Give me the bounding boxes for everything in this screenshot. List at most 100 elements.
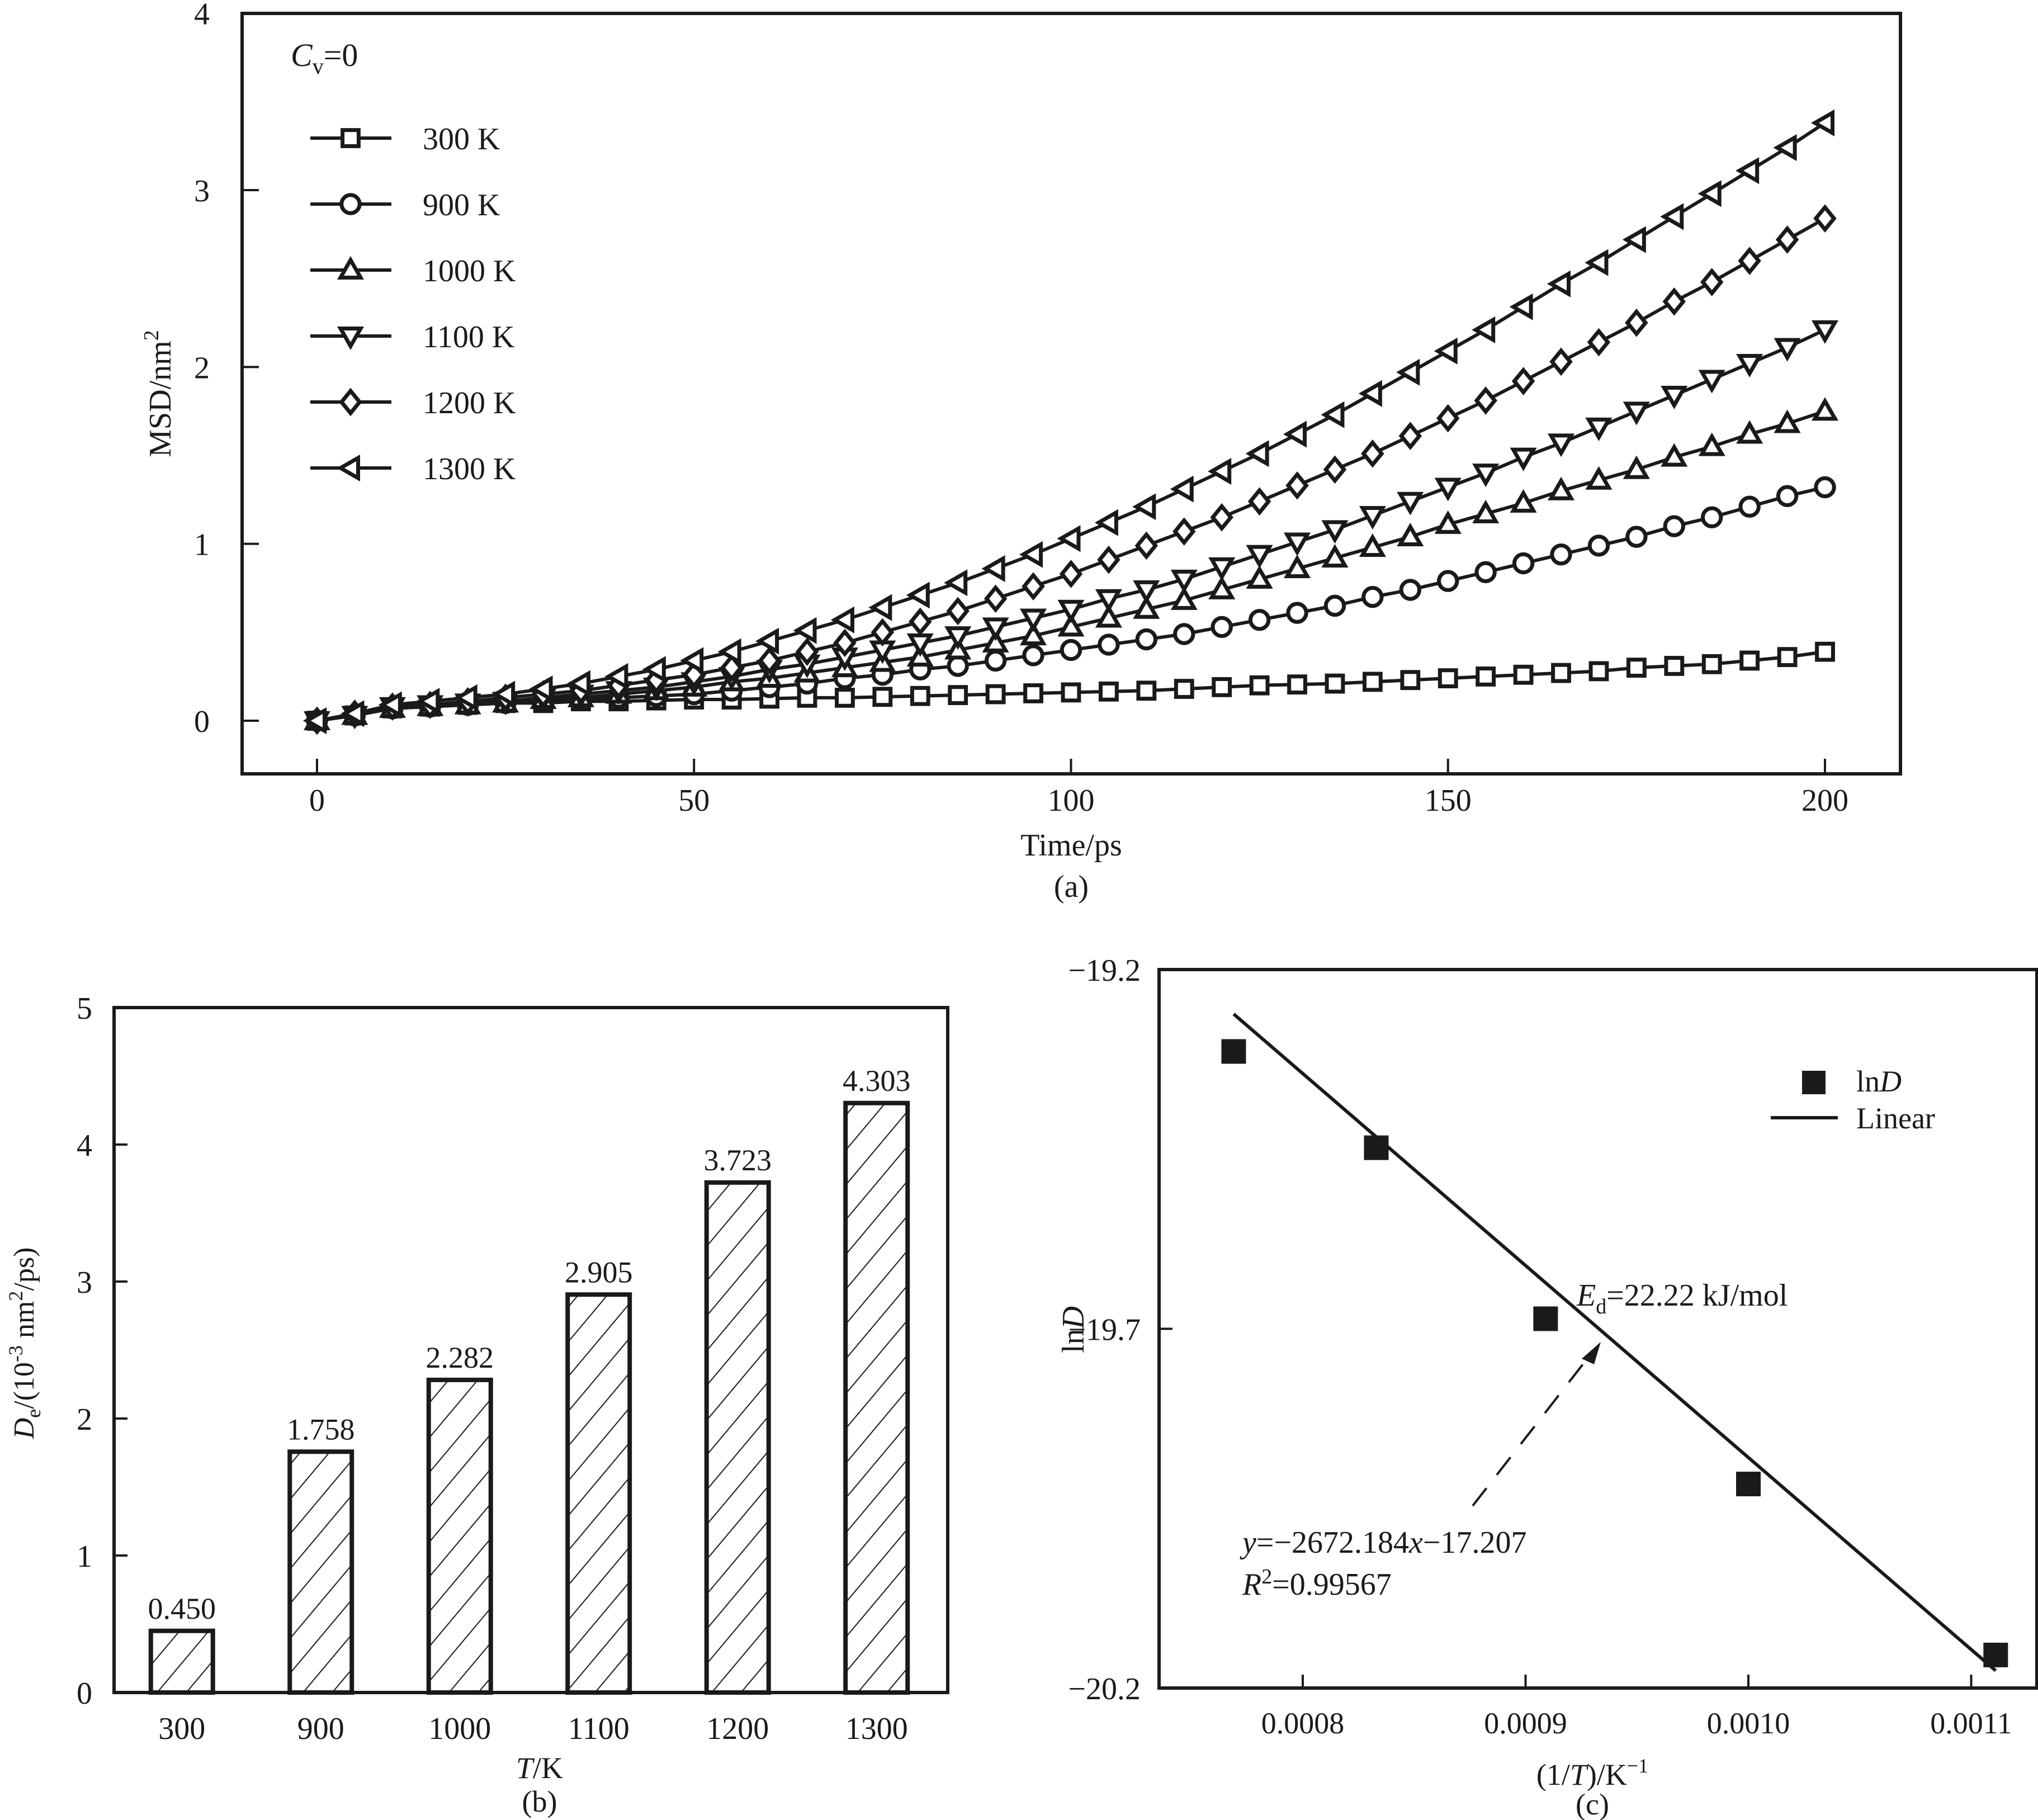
data-point-square <box>1588 661 1609 682</box>
data-point-triangle-up <box>1661 443 1688 467</box>
data-point-circle <box>1286 602 1308 624</box>
y-tick-label: −19.2 <box>1068 953 1141 988</box>
data-point-triangle-up <box>1057 613 1085 637</box>
bar-1100 <box>565 1292 632 1695</box>
data-point-circle <box>1135 628 1158 651</box>
data-point-triangle-left <box>1622 226 1646 253</box>
data-point-diamond <box>1323 455 1347 484</box>
bar-1300 <box>843 1100 910 1695</box>
plot-frame <box>112 1006 949 1694</box>
legend-marker-triangle-down <box>337 327 365 351</box>
legend-label-linear: Linear <box>1856 1102 1935 1135</box>
data-point-square <box>1287 674 1307 695</box>
data-point-triangle-down <box>1321 520 1349 544</box>
data-point-triangle-down <box>1774 338 1801 362</box>
data-point-triangle-up <box>1698 432 1725 456</box>
legend-marker-square <box>341 128 361 148</box>
bar-value-label: 3.723 <box>704 1143 772 1177</box>
data-point-lnD <box>1983 1642 2008 1667</box>
data-point-triangle-left <box>1019 541 1043 568</box>
legend-marker-lnD <box>1802 1071 1826 1094</box>
cv-annotation: Cv=0 <box>291 37 358 79</box>
data-point-square <box>1400 670 1421 691</box>
x-axis-label: T/K <box>516 1751 563 1785</box>
annotation-arrowhead <box>1582 1342 1601 1364</box>
panel-c-arrhenius-chart: 0.0008 0.0009 0.0010 0.0011−19.2−19.7−20.2 … <box>1056 953 2038 1820</box>
data-point-triangle-up <box>1774 409 1801 433</box>
data-point-square <box>1815 641 1835 662</box>
x-axis-label: (1/T)/K−1 <box>1536 1755 1648 1791</box>
activation-energy-annotation: Ed=22.22 kJ/mol <box>1576 1278 1788 1318</box>
data-point-diamond <box>1474 386 1497 415</box>
data-point-circle <box>1814 476 1836 499</box>
bar-value-label: 2.282 <box>426 1341 494 1374</box>
data-point-diamond <box>1172 517 1196 546</box>
data-point-diamond <box>833 628 857 658</box>
data-point-triangle-down <box>1359 506 1386 530</box>
data-point-triangle-up <box>1208 575 1236 599</box>
bar-value-label: 0.450 <box>148 1592 216 1625</box>
data-point-triangle-down <box>982 617 1009 641</box>
data-point-triangle-up <box>1434 510 1462 534</box>
bar-1000 <box>426 1377 493 1695</box>
data-point-circle <box>1625 526 1648 548</box>
data-point-triangle-left <box>341 700 365 727</box>
data-point-circle <box>1022 644 1044 666</box>
bar-900 <box>287 1449 354 1695</box>
data-point-triangle-down <box>1585 417 1613 441</box>
data-point-triangle-left <box>1736 157 1760 185</box>
data-point-triangle-up <box>1020 622 1047 646</box>
data-point-triangle-down <box>1698 370 1725 394</box>
data-point-circle <box>984 649 1007 672</box>
panel-b-bar-chart: 0 1 2 3 4 5 0.450 300 1.758 900 2.282 1000 2.905 110… <box>4 991 949 1818</box>
y-tick-label: −19.7 <box>1068 1313 1141 1348</box>
data-point-circle <box>1776 485 1799 507</box>
data-point-triangle-left <box>1245 440 1269 467</box>
data-point-triangle-left <box>1472 316 1496 343</box>
data-point-circle <box>1098 634 1120 656</box>
x-tick-label: 1100 <box>568 1712 630 1746</box>
y-tick-label: 2 <box>194 351 210 385</box>
data-point-triangle-left <box>1396 358 1420 386</box>
data-point-triangle-left <box>1434 337 1458 365</box>
data-point-diamond <box>946 597 970 626</box>
y-tick-label: 4 <box>77 1128 92 1163</box>
data-point-square <box>910 686 930 706</box>
data-point-triangle-down <box>944 626 972 650</box>
data-point-triangle-up <box>1170 586 1198 610</box>
data-point-diamond <box>1511 367 1535 395</box>
data-point-triangle-left <box>1810 109 1834 136</box>
data-point-square <box>1513 664 1534 685</box>
data-point-diamond <box>1285 471 1309 500</box>
data-point-square <box>1438 668 1458 688</box>
y-axis-label: lnD <box>1056 1306 1091 1353</box>
bar-1200 <box>704 1180 771 1695</box>
data-point-triangle-left <box>302 707 327 735</box>
data-point-diamond <box>795 637 819 666</box>
data-point-diamond <box>1247 487 1271 516</box>
data-point-diamond <box>871 618 895 647</box>
y-axis-label: MSD/nm2 <box>140 330 178 457</box>
data-point-triangle-left <box>1358 380 1382 407</box>
data-point-triangle-down <box>1020 608 1047 632</box>
linear-fit-line <box>1232 1013 1997 1672</box>
data-point-triangle-left <box>868 594 892 621</box>
data-point-square <box>1061 682 1081 703</box>
legend-label: 300 K <box>423 122 500 157</box>
data-point-diamond <box>1775 225 1799 254</box>
data-point-diamond <box>1398 422 1422 451</box>
data-point-triangle-down <box>1284 532 1311 556</box>
data-point-diamond <box>1436 404 1460 433</box>
y-tick-label: 3 <box>77 1265 92 1300</box>
data-point-square <box>1701 654 1722 674</box>
legend-label: 900 K <box>423 188 500 223</box>
data-point-square <box>1363 672 1383 692</box>
data-point-circle <box>1512 552 1535 575</box>
fit-equation: y=−2672.184x−17.207 <box>1240 1525 1526 1560</box>
data-point-triangle-up <box>1359 533 1386 557</box>
data-point-diamond <box>1625 308 1648 337</box>
x-tick-label: 0 <box>309 783 325 818</box>
x-tick-label: 150 <box>1425 783 1472 818</box>
data-point-circle <box>1361 585 1384 608</box>
